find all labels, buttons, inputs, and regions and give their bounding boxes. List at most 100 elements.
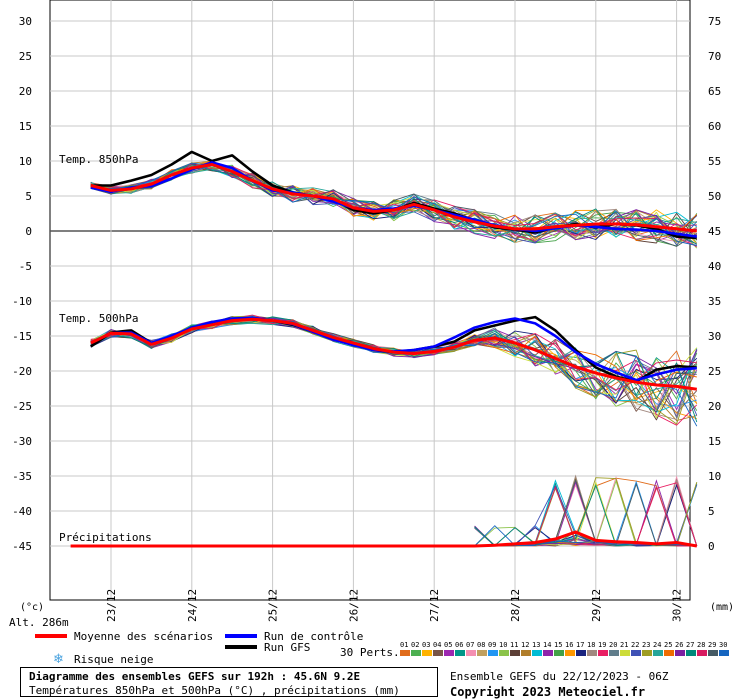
- x-tick-label: 25/12: [267, 589, 280, 622]
- pert-swatch: [521, 650, 531, 656]
- pert-number: 08: [477, 641, 485, 649]
- left-tick-label: 20: [19, 85, 32, 98]
- member-line-t500: [90, 316, 698, 423]
- snowflake-icon: ❄: [53, 652, 64, 666]
- pert-number: 09: [488, 641, 496, 649]
- pert-number: 22: [631, 641, 639, 649]
- pert-number: 24: [653, 641, 661, 649]
- left-tick-label: -30: [12, 435, 32, 448]
- right-tick-label: 10: [708, 470, 721, 483]
- right-tick-label: 75: [708, 15, 721, 28]
- mean-line-precip: [70, 530, 698, 548]
- left-tick-label: -10: [12, 295, 32, 308]
- pert-swatch: [708, 650, 718, 656]
- pert-swatch: [576, 650, 586, 656]
- left-tick-label: -5: [19, 260, 32, 273]
- main-lines: [70, 150, 698, 548]
- pert-swatch: [543, 650, 553, 656]
- left-tick-label: 30: [19, 15, 32, 28]
- ensemble-date: Ensemble GEFS du 22/12/2023 - 06Z: [450, 670, 669, 683]
- pert-swatch: [686, 650, 696, 656]
- left-tick-label: 0: [25, 225, 32, 238]
- pert-number: 29: [708, 641, 716, 649]
- x-tick-label: 27/12: [428, 589, 441, 622]
- left-tick-label: -40: [12, 505, 32, 518]
- pert-number: 28: [697, 641, 705, 649]
- pert-number: 26: [675, 641, 683, 649]
- pert-number: 04: [433, 641, 441, 649]
- left-tick-label: 5: [25, 190, 32, 203]
- left-tick-label: -25: [12, 400, 32, 413]
- pert-swatch: [411, 650, 421, 656]
- pert-number: 02: [411, 641, 419, 649]
- right-tick-label: 35: [708, 295, 721, 308]
- x-tick-label: 23/12: [105, 589, 118, 622]
- member-line-t850: [90, 164, 697, 245]
- pert-swatch: [510, 650, 520, 656]
- right-tick-label: 0: [708, 540, 715, 553]
- right-tick-label: 40: [708, 260, 721, 273]
- altitude-label: Alt. 286m: [9, 616, 69, 629]
- member-line-t850: [90, 168, 697, 237]
- pert-number: 16: [565, 641, 573, 649]
- legend-label-perts: 30 Perts.: [340, 646, 400, 659]
- pert-swatch: [609, 650, 619, 656]
- pert-swatch: [466, 650, 476, 656]
- pert-swatch: [664, 650, 674, 656]
- pert-swatch: [587, 650, 597, 656]
- left-tick-label: -45: [12, 540, 32, 553]
- left-tick-label: -15: [12, 330, 32, 343]
- pert-number: 10: [499, 641, 507, 649]
- left-tick-label: -20: [12, 365, 32, 378]
- x-tick-label: 26/12: [347, 589, 360, 622]
- right-tick-label: 70: [708, 50, 721, 63]
- pert-number: 11: [510, 641, 518, 649]
- left-tick-label: 25: [19, 50, 32, 63]
- right-tick-label: 60: [708, 120, 721, 133]
- right-tick-label: 65: [708, 85, 721, 98]
- member-line-t850: [90, 164, 698, 245]
- pert-number: 05: [444, 641, 452, 649]
- pert-number: 13: [532, 641, 540, 649]
- right-tick-label: 20: [708, 400, 721, 413]
- member-line-t850: [90, 162, 697, 243]
- copyright: Copyright 2023 Meteociel.fr: [450, 685, 646, 699]
- member-line-t850: [90, 165, 698, 246]
- pert-number: 06: [455, 641, 463, 649]
- pert-swatch: [499, 650, 509, 656]
- right-tick-label: 45: [708, 225, 721, 238]
- pert-number: 07: [466, 641, 474, 649]
- mean-line-t500: [90, 317, 698, 391]
- pert-swatch: [455, 650, 465, 656]
- legend-label-mean: Moyenne des scénarios: [74, 630, 213, 643]
- x-tick-label: 28/12: [509, 589, 522, 622]
- grid: [49, 0, 691, 601]
- pert-swatch: [653, 650, 663, 656]
- pert-swatch: [554, 650, 564, 656]
- pert-swatch: [488, 650, 498, 656]
- footer-box: Diagramme des ensembles GEFS sur 192h : …: [20, 667, 438, 697]
- right-tick-label: 55: [708, 155, 721, 168]
- pert-number: 12: [521, 641, 529, 649]
- pert-swatch: [719, 650, 729, 656]
- x-tick-label: 30/12: [671, 589, 684, 622]
- labels: Temp. 850hPa Temp. 500hPa Précipitations: [59, 153, 152, 544]
- pert-number: 23: [642, 641, 650, 649]
- right-tick-label: 15: [708, 435, 721, 448]
- pert-swatch: [433, 650, 443, 656]
- legend-label-gfs: Run GFS: [264, 641, 310, 654]
- pert-swatch: [532, 650, 542, 656]
- right-tick-label: 30: [708, 330, 721, 343]
- legend: Moyenne des scénarios Run de contrôleRun …: [35, 630, 729, 666]
- pert-number: 20: [609, 641, 617, 649]
- x-tick-label: 29/12: [590, 589, 603, 622]
- left-tick-label: 15: [19, 120, 32, 133]
- plot-frame: [49, 0, 691, 601]
- right-tick-label: 25: [708, 365, 721, 378]
- right-axis-unit: (mm): [710, 602, 734, 613]
- pert-number: 03: [422, 641, 430, 649]
- pert-number: 21: [620, 641, 628, 649]
- footer-subtitle: Températures 850hPa et 500hPa (°C) , pré…: [29, 684, 400, 697]
- pert-number: 01: [400, 641, 408, 649]
